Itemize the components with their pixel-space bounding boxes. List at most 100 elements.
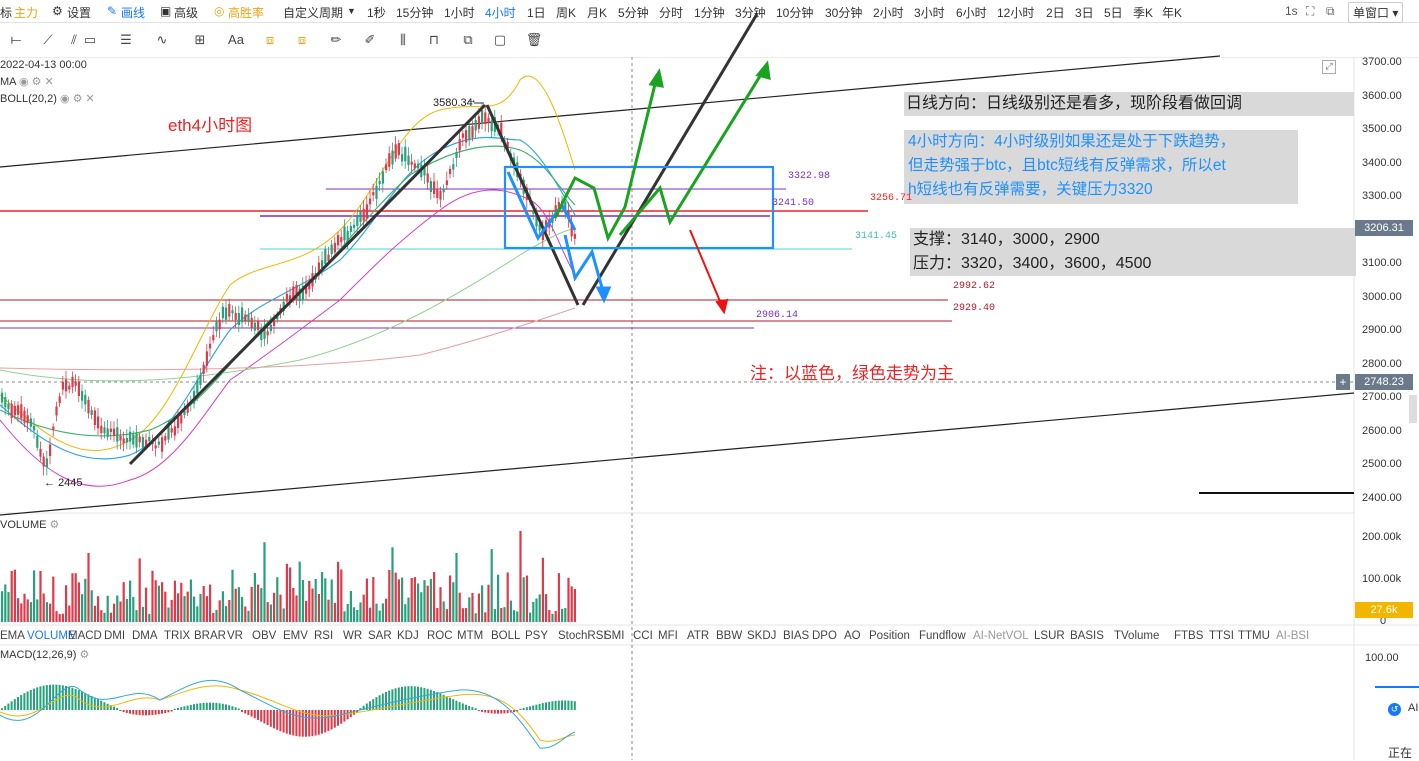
snap-icon[interactable]: ⧈ xyxy=(297,32,307,47)
indicator-tab-stochrsi[interactable]: StochRSI xyxy=(558,630,607,642)
macd-label[interactable]: MACD(12,26,9) ⚙ xyxy=(0,648,89,661)
indicator-tab-basis[interactable]: BASIS xyxy=(1070,630,1104,642)
indicator-tab-vr[interactable]: VR xyxy=(227,630,243,642)
measure-icon[interactable]: ⊞ xyxy=(194,32,206,47)
indicator-tab-trix[interactable]: TRIX xyxy=(164,630,191,642)
indicator-tab-ai-bsi[interactable]: AI-BSI xyxy=(1276,630,1310,642)
fib-lines-icon[interactable]: ☰ xyxy=(120,32,132,47)
hide-icon[interactable]: ▢ xyxy=(493,32,507,47)
trend-line-icon[interactable]: ⟋ xyxy=(43,32,53,47)
period-1d[interactable]: 1日 xyxy=(527,6,546,20)
period-5m[interactable]: 5分钟 xyxy=(618,6,649,20)
period-10m[interactable]: 10分钟 xyxy=(776,6,814,20)
horizontal-ray-icon[interactable]: ⟝ xyxy=(10,32,22,47)
menu-custom-period[interactable]: 自定义周期 xyxy=(283,6,344,20)
indicator-tab-psy[interactable]: PSY xyxy=(525,630,549,642)
ai-icon[interactable]: ↺ xyxy=(1388,703,1401,716)
rectangle-icon[interactable]: ▭ xyxy=(83,32,97,47)
indicator-tab-rsi[interactable]: RSI xyxy=(314,630,334,642)
period-12h[interactable]: 12小时 xyxy=(997,6,1035,20)
indicator-tab-boll[interactable]: BOLL xyxy=(491,630,521,642)
period-30m[interactable]: 30分钟 xyxy=(825,6,863,20)
menu-advanced[interactable]: 高级 xyxy=(174,6,199,20)
gear-icon[interactable]: ⚙ xyxy=(79,649,90,661)
window-mode-dropdown[interactable]: 单窗口 ▾ xyxy=(1348,2,1404,23)
indicator-tab-ttmu[interactable]: TTMU xyxy=(1238,630,1270,642)
indicator-tab-dma[interactable]: DMA xyxy=(132,630,158,642)
magnet-icon[interactable]: ⧈ xyxy=(265,32,275,47)
period-3h[interactable]: 3小时 xyxy=(914,6,945,20)
ai-label[interactable]: AI xyxy=(1408,702,1419,714)
text-icon[interactable]: Aa xyxy=(228,32,244,47)
scrollbar-handle[interactable] xyxy=(1409,395,1417,423)
period-1h[interactable]: 1小时 xyxy=(444,6,475,20)
period-quarter[interactable]: 季K xyxy=(1133,6,1154,20)
menu-indicator[interactable]: 标 xyxy=(0,6,13,20)
indicator-tab-obv[interactable]: OBV xyxy=(252,630,277,642)
trash-icon[interactable]: 🗑 xyxy=(525,32,543,47)
indicator-tab-mtm[interactable]: MTM xyxy=(457,630,484,642)
indicator-tab-brar[interactable]: BRAR xyxy=(194,630,226,642)
period-month[interactable]: 月K xyxy=(587,6,608,20)
interval-label[interactable]: 1s xyxy=(1285,4,1298,18)
fullscreen-icon[interactable]: ⛶ xyxy=(1306,4,1315,18)
indicator-tab-ema[interactable]: EMA xyxy=(0,630,25,642)
eye-icon[interactable]: ◉ ⚙ ✕ xyxy=(18,76,54,88)
layout-icon[interactable]: ⧉ xyxy=(1326,4,1335,18)
indicator-tab-ttsi[interactable]: TTSI xyxy=(1209,630,1234,642)
period-1s[interactable]: 1秒 xyxy=(367,6,386,20)
eye-icon[interactable]: ◉ ⚙ ✕ xyxy=(59,93,95,105)
period-week[interactable]: 周K xyxy=(556,6,577,20)
menu-settings[interactable]: 设置 xyxy=(67,6,92,20)
indicator-tab-dpo[interactable]: DPO xyxy=(812,630,837,642)
settings-icon[interactable]: ⚙ xyxy=(52,4,63,18)
wave-icon[interactable]: ∿ xyxy=(156,32,168,47)
indicator-tab-bbw[interactable]: BBW xyxy=(716,630,743,642)
indicator-tab-macd[interactable]: MACD xyxy=(68,630,102,642)
menu-main[interactable]: 主力 xyxy=(14,6,39,20)
indicator-tab-skdj[interactable]: SKDJ xyxy=(747,630,777,642)
candle-icon[interactable]: ⫼ xyxy=(400,32,406,47)
indicator-tab-atr[interactable]: ATR xyxy=(687,630,710,642)
indicator-tab-kdj[interactable]: KDJ xyxy=(397,630,419,642)
indicator-tab-ao[interactable]: AO xyxy=(844,630,861,642)
indicator-tab-mfi[interactable]: MFI xyxy=(658,630,678,642)
indicator-tab-volume[interactable]: VOLUME xyxy=(27,630,76,642)
period-3d[interactable]: 3日 xyxy=(1075,6,1094,20)
indicator-tab-dmi[interactable]: DMI xyxy=(104,630,126,642)
indicator-tab-wr[interactable]: WR xyxy=(343,630,363,642)
winrate-icon[interactable]: ◎ xyxy=(214,4,225,18)
period-15m[interactable]: 15分钟 xyxy=(396,6,434,20)
period-2d[interactable]: 2日 xyxy=(1046,6,1065,20)
indicator-tab-lsur[interactable]: LSUR xyxy=(1034,630,1065,642)
lock-icon[interactable]: ⊓ xyxy=(428,32,440,47)
indicator-tab-ftbs[interactable]: FTBS xyxy=(1174,630,1204,642)
period-year[interactable]: 年K xyxy=(1162,6,1183,20)
indicator-tab-ai-netvol[interactable]: AI-NetVOL xyxy=(973,630,1029,642)
parallel-channel-icon[interactable]: ⫽ xyxy=(71,32,77,47)
ma-label[interactable]: MA ◉ ⚙ ✕ xyxy=(0,75,54,88)
menu-winrate[interactable]: 高胜率 xyxy=(228,6,265,20)
period-2h[interactable]: 2小时 xyxy=(873,6,904,20)
period-3m[interactable]: 3分钟 xyxy=(735,6,766,20)
indicator-tab-bias[interactable]: BIAS xyxy=(783,630,810,642)
indicator-tab-sar[interactable]: SAR xyxy=(368,630,392,642)
gear-icon[interactable]: ⚙ xyxy=(49,519,60,531)
period-5d[interactable]: 5日 xyxy=(1104,6,1123,20)
period-4h[interactable]: 4小时 xyxy=(485,6,516,20)
indicator-tab-roc[interactable]: ROC xyxy=(427,630,453,642)
indicator-tab-cci[interactable]: CCI xyxy=(633,630,653,642)
draw-icon[interactable]: ✎ xyxy=(107,4,118,18)
chevron-down-icon[interactable]: ▼ xyxy=(347,6,356,16)
boll-label[interactable]: BOLL(20,2) ◉ ⚙ ✕ xyxy=(0,92,95,105)
indicator-tab-tvolume[interactable]: TVolume xyxy=(1114,630,1160,642)
indicator-tab-smi[interactable]: SMI xyxy=(604,630,625,642)
period-1m[interactable]: 1分钟 xyxy=(694,6,725,20)
advanced-icon[interactable]: ▣ xyxy=(160,4,172,18)
indicator-tab-position[interactable]: Position xyxy=(869,630,910,642)
brush-icon[interactable]: ✐ xyxy=(364,32,376,47)
indicator-tab-fundflow[interactable]: Fundflow xyxy=(919,630,966,642)
expand-icon[interactable]: ⤢ xyxy=(1322,60,1336,74)
add-alert-button[interactable]: + xyxy=(1336,374,1350,390)
